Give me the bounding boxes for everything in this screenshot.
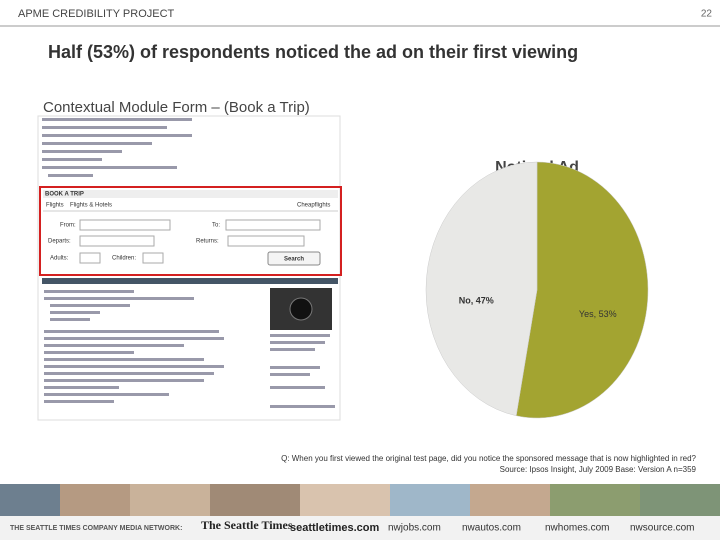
page-number: 22 (701, 9, 713, 20)
slice-label: Yes, 53% (579, 309, 617, 319)
field-label: Returns: (196, 239, 219, 245)
slice-label: No, 47% (459, 296, 494, 306)
search-label: Search (284, 257, 304, 263)
brand-logo: nwjobs.com (388, 523, 441, 534)
field-label: To: (212, 223, 220, 229)
module-title: BOOK A TRIP (45, 192, 84, 198)
field-label: Adults: (50, 256, 69, 262)
pie-slice (425, 161, 538, 417)
slide-title: Half (53%) of respondents noticed the ad… (48, 42, 578, 62)
tab: Flights & Hotels (70, 203, 112, 209)
brand-logo: nwautos.com (462, 523, 521, 534)
highlight-box (39, 186, 342, 276)
section-bar (42, 278, 338, 284)
brand-logo: The Seattle Times (201, 518, 293, 532)
footer-bar (0, 516, 720, 540)
field-label: From: (60, 223, 76, 229)
pie: Yes, 53% No, 47% (425, 161, 649, 419)
field-label: Departs: (48, 239, 71, 245)
field-label: Children: (112, 256, 136, 262)
brand-logo: nwsource.com (630, 523, 694, 534)
module-bar (43, 190, 338, 198)
pie-slice (515, 161, 649, 419)
brand-logo: seattletimes.com (290, 522, 379, 534)
text-lines (42, 118, 192, 177)
tab: Flights (46, 203, 64, 209)
brand: Cheapflights (297, 203, 330, 209)
brand-logo: nwhomes.com (545, 523, 609, 534)
screenshot: BOOK A TRIP Flights Flights & Hotels Che… (37, 115, 342, 421)
source-note: Source: Ipsos Insight, July 2009 Base: V… (500, 465, 697, 474)
question-note: Q: When you first viewed the original te… (281, 454, 696, 463)
photo-strip (0, 484, 720, 516)
network-label: THE SEATTLE TIMES COMPANY MEDIA NETWORK: (10, 525, 182, 532)
project-label: APME CREDIBILITY PROJECT (18, 8, 175, 20)
slide-subtitle: Contextual Module Form – (Book a Trip) (43, 99, 310, 116)
search-button[interactable] (267, 251, 321, 266)
